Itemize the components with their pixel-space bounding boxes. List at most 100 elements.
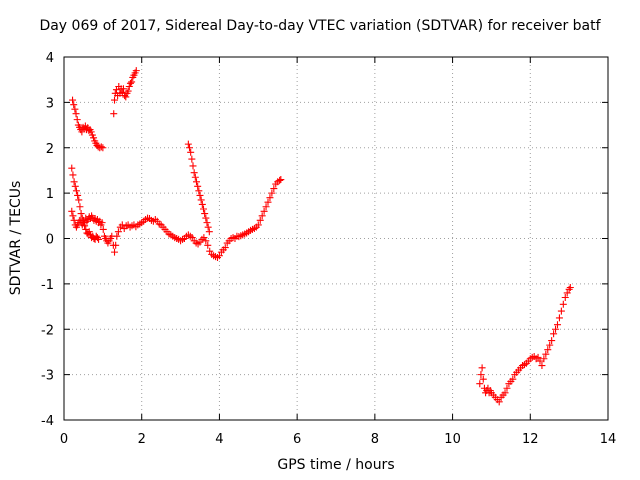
data-point: [221, 244, 229, 252]
data-point: [195, 187, 203, 195]
data-point: [262, 203, 270, 211]
data-point: [97, 143, 105, 151]
data-point: [258, 212, 266, 220]
data-point: [132, 67, 140, 75]
data-point: [111, 248, 119, 256]
data-point: [552, 325, 560, 333]
data-point: [119, 85, 127, 93]
data-point: [542, 350, 550, 358]
data-point: [268, 189, 276, 197]
data-point: [70, 178, 78, 186]
data-point: [74, 191, 82, 199]
data-point: [550, 330, 558, 338]
chart-title: Day 069 of 2017, Sidereal Day-to-day VTE…: [39, 18, 601, 34]
data-point: [112, 241, 120, 249]
data-point: [495, 398, 503, 406]
data-point: [76, 203, 84, 211]
data-point: [99, 225, 107, 233]
y-tick-label: 4: [46, 51, 54, 66]
data-point: [264, 198, 272, 206]
data-point: [70, 101, 78, 109]
data-point: [187, 148, 195, 156]
x-axis-label: GPS time / hours: [277, 457, 395, 473]
data-point: [99, 144, 107, 152]
data-point: [203, 219, 211, 227]
data-point: [126, 79, 134, 87]
data-point: [87, 128, 95, 136]
x-tick-label: 4: [215, 432, 223, 447]
y-tick-label: 3: [46, 96, 54, 111]
data-point: [201, 210, 209, 218]
data-point: [124, 87, 132, 95]
data-point: [199, 205, 207, 213]
data-point: [122, 93, 130, 101]
data-point: [204, 223, 212, 231]
data-point: [277, 176, 285, 184]
data-point: [184, 140, 192, 148]
data-points: [68, 67, 574, 406]
data-point: [111, 96, 119, 104]
data-point: [538, 362, 546, 370]
data-point: [563, 289, 571, 297]
data-point: [561, 293, 569, 301]
x-tick-label: 12: [522, 432, 539, 447]
data-point: [476, 380, 484, 388]
data-point: [501, 389, 509, 397]
data-point: [557, 307, 565, 315]
data-point: [72, 110, 80, 118]
data-point: [260, 207, 268, 215]
data-point: [194, 182, 202, 190]
data-point: [125, 82, 133, 90]
data-point: [114, 228, 122, 236]
y-tick-label: 0: [46, 233, 54, 248]
data-point: [197, 196, 205, 204]
data-point: [478, 364, 486, 372]
y-tick-label: -1: [41, 278, 54, 293]
data-point: [72, 187, 80, 195]
data-point: [113, 232, 121, 240]
data-point: [69, 171, 77, 179]
data-point: [254, 221, 262, 229]
data-point: [270, 185, 278, 193]
data-point: [204, 241, 212, 249]
data-point: [90, 134, 98, 142]
data-point: [205, 228, 213, 236]
data-point: [477, 371, 485, 379]
data-point: [266, 194, 274, 202]
data-point: [202, 214, 210, 222]
data-point: [98, 219, 106, 227]
data-point: [85, 228, 93, 236]
data-point: [193, 178, 201, 186]
data-point: [540, 355, 548, 363]
data-point: [73, 116, 81, 124]
x-tick-label: 2: [138, 432, 146, 447]
data-point: [95, 235, 103, 243]
data-point: [503, 384, 511, 392]
y-tick-label: -4: [41, 414, 54, 429]
data-point: [553, 321, 561, 329]
data-point: [77, 210, 85, 218]
data-point: [559, 300, 567, 308]
y-tick-label: 2: [46, 142, 54, 157]
data-point: [190, 169, 198, 177]
data-point: [536, 357, 544, 365]
data-point: [555, 314, 563, 322]
data-point: [188, 155, 196, 163]
data-point: [186, 144, 194, 152]
x-tick-label: 14: [600, 432, 617, 447]
data-point: [75, 196, 83, 204]
x-tick-label: 8: [371, 432, 379, 447]
data-point: [566, 284, 574, 292]
data-point: [128, 78, 136, 86]
data-point: [191, 173, 199, 181]
data-point: [189, 162, 197, 170]
data-point: [256, 216, 264, 224]
data-point: [546, 341, 554, 349]
data-point: [110, 110, 118, 118]
data-point: [68, 164, 76, 172]
data-point: [69, 96, 77, 104]
data-point: [534, 353, 542, 361]
data-point: [479, 375, 487, 383]
